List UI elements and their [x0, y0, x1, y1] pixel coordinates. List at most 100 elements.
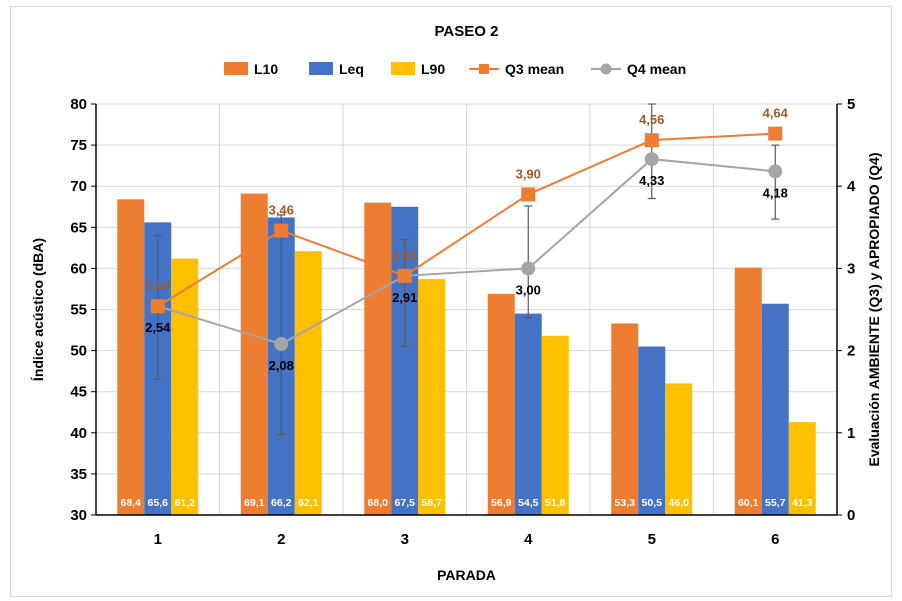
legend-label: Q4 mean: [627, 61, 686, 77]
q3-marker: [644, 133, 659, 148]
q3-value-label: 3,46: [269, 203, 294, 218]
bar-l90-4: [541, 335, 569, 515]
q4-value-label: 3,00: [516, 282, 541, 297]
bar-value-label: 50,5: [642, 497, 663, 509]
bar-value-label: 62,1: [298, 497, 319, 509]
bar-value-label: 69,1: [244, 497, 265, 509]
q4-value-label: 2,08: [269, 358, 294, 373]
y2-axis-title: Evaluación AMBIENTE (Q3) y APROPIADO (Q4…: [866, 152, 882, 466]
y2-tick-label: 3: [847, 260, 855, 277]
q4-value-label: 4,18: [763, 185, 788, 200]
bar-l90-1: [171, 258, 199, 515]
legend-label: L90: [421, 61, 445, 77]
bar-l10-3: [364, 202, 392, 515]
q3-value-label: 2,54: [145, 278, 171, 293]
y-tick-label: 70: [70, 178, 87, 195]
bar-l90-6: [788, 422, 816, 515]
legend-label: Leq: [339, 61, 364, 77]
bar-l90-2: [294, 251, 322, 515]
x-axis-title: PARADA: [437, 567, 496, 583]
bar-l10-5: [611, 323, 639, 515]
y2-tick-label: 1: [847, 425, 855, 442]
q4-marker: [768, 164, 783, 179]
q4-marker: [521, 261, 536, 276]
x-tick-label: 2: [277, 531, 285, 548]
q3-value-label: 4,64: [763, 106, 789, 121]
y-tick-label: 60: [70, 260, 87, 277]
legend-label: Q3 mean: [505, 61, 564, 77]
legend-item-q3-mean: Q3 mean: [469, 61, 564, 77]
bar-l10-6: [734, 267, 762, 515]
line-q3-mean: [157, 132, 776, 308]
legend-item-l10: L10: [224, 61, 278, 77]
q3-value-label: 2,91: [392, 248, 417, 263]
bar-value-label: 51,8: [545, 497, 566, 509]
y-tick-label: 65: [70, 219, 87, 236]
line-q4-mean: [157, 158, 776, 346]
bar-value-label: 61,2: [175, 497, 196, 509]
bar-leq-4: [514, 313, 542, 515]
q3-value-label: 4,56: [639, 112, 664, 127]
x-tick-label: 4: [524, 531, 533, 548]
bar-value-label: 67,5: [395, 497, 416, 509]
q4-value-label: 2,91: [392, 290, 417, 305]
legend: L10 Leq L90 Q3 mean Q4 mean: [224, 61, 686, 77]
q4-value-label: 2,54: [145, 320, 171, 335]
q4-marker: [644, 152, 659, 167]
y2-tick-label: 4: [847, 178, 856, 195]
bar-leq-6: [761, 303, 789, 515]
q4-value-label: 4,33: [639, 173, 664, 188]
bar-layer: [117, 193, 816, 516]
q3-marker: [150, 299, 165, 314]
x-tick-label: 1: [154, 531, 162, 548]
bar-l90-3: [418, 279, 446, 515]
chart-title: PASEO 2: [435, 23, 499, 40]
chart-frame: 30 35 40 45 50 55 60 65 70 75 80 0 1 2 3 4 5 1 2 3 4 5 6 68,4 6…: [10, 6, 892, 597]
y-tick-label: 50: [70, 343, 87, 360]
y2-tick-label: 0: [847, 507, 855, 524]
y2-tick-label: 5: [847, 96, 855, 113]
bar-l90-5: [665, 383, 693, 515]
legend-item-leq: Leq: [309, 61, 364, 77]
bar-value-label: 68,0: [368, 497, 389, 509]
y-axis-title: Índice acústico (dBA): [30, 238, 46, 381]
bar-value-label: 66,2: [271, 497, 292, 509]
legend-label: L10: [254, 61, 278, 77]
legend-marker: [600, 63, 612, 75]
bar-value-label: 46,0: [669, 497, 690, 509]
x-tick-label: 3: [401, 531, 409, 548]
q3-marker: [274, 223, 289, 238]
y-tick-label: 35: [70, 466, 87, 483]
y-tick-label: 75: [70, 137, 87, 154]
bar-value-label: 60,1: [738, 497, 759, 509]
bar-value-label: 54,5: [518, 497, 539, 509]
bar-value-label: 41,3: [792, 497, 813, 509]
y2-tick-label: 2: [847, 343, 855, 360]
bar-value-label: 58,7: [422, 497, 443, 509]
label-layer: 68,4 69,1 68,0 56,9 53,3 60,1 65,6 66,2 67,5 54,5…: [121, 106, 813, 509]
y-tick-label: 55: [70, 302, 87, 319]
q4-marker: [274, 337, 289, 352]
legend-swatch: [224, 62, 248, 75]
y-tick-label: 45: [70, 384, 87, 401]
legend-swatch: [309, 62, 333, 75]
legend-item-q4-mean: Q4 mean: [591, 61, 686, 77]
y-tick-label: 30: [70, 507, 87, 524]
line-layer: [150, 126, 783, 352]
q3-marker: [397, 268, 412, 283]
q3-value-label: 3,90: [516, 166, 541, 181]
bar-value-label: 53,3: [615, 497, 636, 509]
bar-l10-1: [117, 199, 145, 516]
bar-leq-5: [638, 346, 666, 515]
y-tick-label: 80: [70, 96, 87, 113]
legend-swatch: [391, 62, 415, 75]
bar-value-label: 68,4: [121, 497, 142, 509]
legend-marker: [479, 64, 489, 74]
bar-value-label: 56,9: [491, 497, 512, 509]
bar-value-label: 55,7: [765, 497, 786, 509]
q3-marker: [521, 187, 536, 202]
x-tick-label: 6: [771, 531, 779, 548]
y-tick-label: 40: [70, 425, 87, 442]
